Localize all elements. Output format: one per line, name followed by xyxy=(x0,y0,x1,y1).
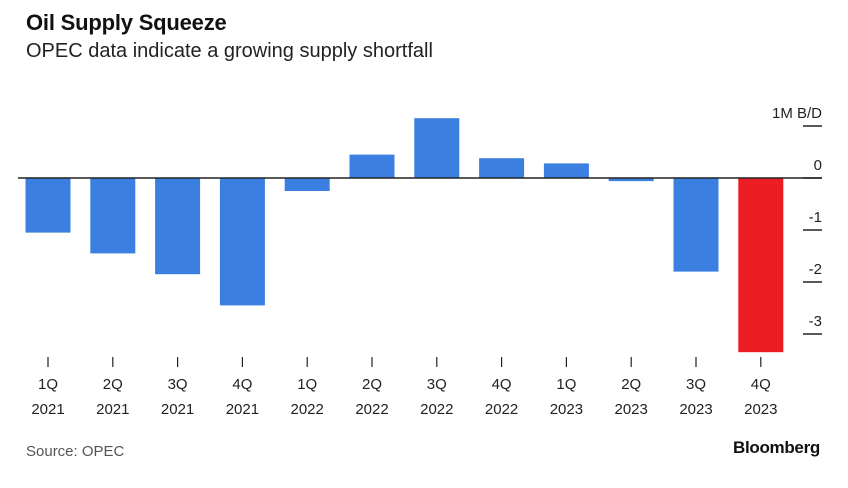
x-tick-label-year: 2021 xyxy=(226,401,259,418)
x-tick-label-year: 2021 xyxy=(161,401,194,418)
chart-subtitle: OPEC data indicate a growing supply shor… xyxy=(26,40,433,62)
bar-4q-2021 xyxy=(219,178,265,306)
x-tick-label-quarter: 2Q xyxy=(103,376,123,393)
x-tick-label-year: 2023 xyxy=(744,401,777,418)
x-tick-label-quarter: 3Q xyxy=(168,376,188,393)
x-tick-label-quarter: 2Q xyxy=(621,376,641,393)
bar-4q-2022 xyxy=(479,158,525,178)
x-tick-label-year: 2021 xyxy=(31,401,64,418)
x-tick-label-year: 2022 xyxy=(355,401,388,418)
bar-1q-2021 xyxy=(25,178,71,233)
bar-3q-2023 xyxy=(673,178,719,272)
x-tick-label-year: 2022 xyxy=(485,401,518,418)
bar-3q-2022 xyxy=(414,118,460,178)
bar-4q-2023 xyxy=(738,178,784,353)
bar-3q-2021 xyxy=(155,178,201,275)
bar-2q-2023 xyxy=(608,178,654,182)
x-tick-label-quarter: 4Q xyxy=(492,376,512,393)
x-tick-label-year: 2023 xyxy=(615,401,648,418)
x-tick-label-quarter: 1Q xyxy=(297,376,317,393)
x-tick-label-quarter: 4Q xyxy=(232,376,252,393)
bar-1q-2022 xyxy=(284,178,330,191)
y-tick-label: -3 xyxy=(809,313,822,330)
x-tick-label-quarter: 4Q xyxy=(751,376,771,393)
source-note: Source: OPEC xyxy=(26,443,125,460)
brand-logo: Bloomberg xyxy=(732,438,820,457)
y-tick-label: -2 xyxy=(809,261,822,278)
y-tick-label: -1 xyxy=(809,209,822,226)
x-tick-label-quarter: 1Q xyxy=(38,376,58,393)
x-tick-label-quarter: 3Q xyxy=(686,376,706,393)
x-tick-label-year: 2022 xyxy=(291,401,324,418)
x-tick-label-quarter: 3Q xyxy=(427,376,447,393)
x-tick-label-year: 2023 xyxy=(550,401,583,418)
y-tick-label: 0 xyxy=(814,157,822,174)
x-tick-label-year: 2021 xyxy=(96,401,129,418)
y-tick-label: 1M B/D xyxy=(772,105,822,122)
bar-2q-2021 xyxy=(90,178,136,254)
x-tick-label-quarter: 1Q xyxy=(556,376,576,393)
chart-title: Oil Supply Squeeze xyxy=(26,10,227,35)
bar-2q-2022 xyxy=(349,154,395,178)
bar-1q-2023 xyxy=(543,163,589,178)
x-tick-label-year: 2022 xyxy=(420,401,453,418)
x-tick-label-quarter: 2Q xyxy=(362,376,382,393)
x-tick-label-year: 2023 xyxy=(679,401,712,418)
